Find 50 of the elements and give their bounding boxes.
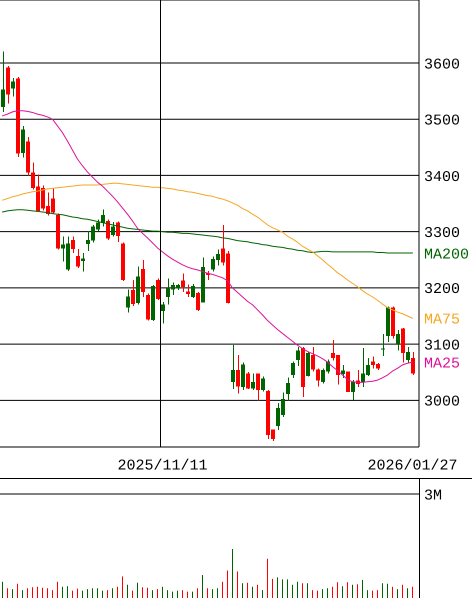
- candlestick: [341, 364, 345, 378]
- candlestick: [381, 333, 385, 356]
- candlestick: [316, 368, 320, 387]
- candlestick: [406, 346, 410, 364]
- series-label: MA200: [424, 246, 470, 264]
- candlestick: [141, 259, 145, 298]
- y-tick-label: 3500: [424, 112, 460, 130]
- candlestick: [351, 380, 355, 400]
- line-series: [2, 182, 413, 319]
- candlestick: [411, 351, 415, 376]
- candlestick: [81, 252, 85, 272]
- candlestick: [21, 125, 25, 158]
- candlestick: [231, 344, 235, 390]
- candlestick: [396, 330, 400, 351]
- x-tick-label: 2025/11/11: [117, 458, 208, 475]
- candlestick: [286, 376, 290, 401]
- candlestick: [11, 78, 15, 98]
- candlestick: [126, 289, 130, 314]
- candlestick: [296, 346, 300, 367]
- candlestick: [306, 351, 310, 378]
- candlestick: [246, 372, 250, 390]
- candlestick: [156, 278, 160, 301]
- candlestick: [181, 272, 185, 292]
- candlestick: [116, 221, 120, 242]
- candlestick: [311, 346, 315, 372]
- candlestick: [236, 354, 240, 394]
- y-tick-label: 3000: [424, 394, 460, 411]
- candlestick: [76, 248, 80, 269]
- candlestick: [1, 51, 5, 112]
- candlestick: [256, 372, 260, 401]
- ref-line-label: 3M: [424, 487, 442, 504]
- series-label: MA75: [424, 312, 460, 329]
- y-tick-label: 3200: [424, 281, 460, 298]
- candlestick: [131, 280, 135, 306]
- x-tick-label: 2026/01/27: [367, 458, 458, 475]
- candlestick: [111, 222, 115, 238]
- candlestick: [161, 301, 165, 324]
- candlestick: [196, 291, 200, 312]
- y-tick-label: 3100: [424, 337, 460, 354]
- series-label: MA25: [424, 355, 460, 372]
- y-tick-label: 3300: [424, 224, 460, 242]
- candlestick: [291, 361, 295, 378]
- candlestick: [71, 236, 75, 254]
- candlestick: [251, 372, 255, 391]
- candlestick: [261, 376, 265, 392]
- candlestick: [106, 218, 110, 241]
- y-tick-label: 3400: [424, 168, 460, 186]
- y-tick-label: 3600: [424, 56, 460, 74]
- candlestick: [191, 283, 195, 298]
- candlestick: [241, 362, 245, 391]
